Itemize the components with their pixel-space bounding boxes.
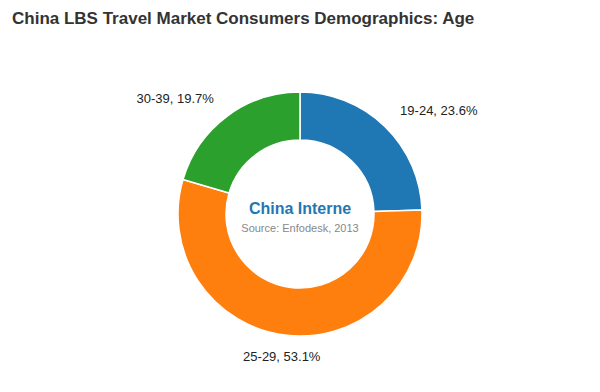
data-label: 30-39, 19.7% [136,91,214,106]
slice [178,179,422,336]
center-text: China Interne Source: Enfodesk, 2013 [241,200,358,234]
labels: 19-24, 23.6% 25-29, 53.1% 30-39, 19.7% [136,91,477,364]
data-label: 19-24, 23.6% [400,103,478,118]
annotation: China Interne [249,200,351,217]
annotation: Source: Enfodesk, 2013 [241,222,358,234]
data-label: 25-29, 53.1% [243,349,321,364]
donut [178,92,422,336]
slice [183,92,300,193]
title: China LBS Travel Market Consumers Demogr… [12,9,474,28]
chart: China LBS Travel Market Consumers Demogr… [0,0,600,392]
